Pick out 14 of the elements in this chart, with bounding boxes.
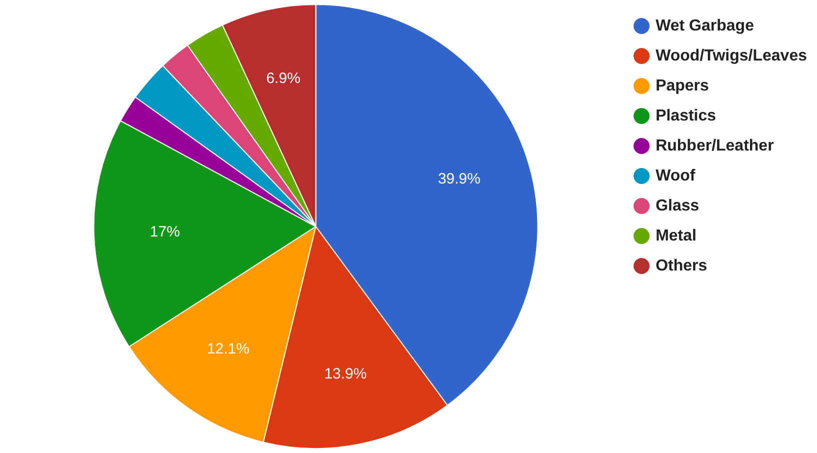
data-label: 12.1% — [206, 340, 250, 358]
legend-label: Rubber/Leather — [656, 137, 774, 154]
legend-label: Papers — [656, 77, 710, 94]
data-label: 13.9% — [324, 366, 367, 383]
legend-label: Woof — [656, 167, 696, 184]
legend-label: Plastics — [656, 107, 716, 124]
data-label: 17% — [150, 223, 180, 240]
legend-label: Wet Garbage — [656, 17, 754, 34]
data-label: 39.9% — [438, 170, 480, 188]
legend-label: Others — [656, 257, 708, 274]
legend-label: Metal — [656, 227, 696, 244]
legend-label: Glass — [656, 197, 700, 214]
legend-label: Wood/Twigs/Leaves — [656, 47, 808, 64]
data-label: 6.9% — [266, 70, 300, 88]
